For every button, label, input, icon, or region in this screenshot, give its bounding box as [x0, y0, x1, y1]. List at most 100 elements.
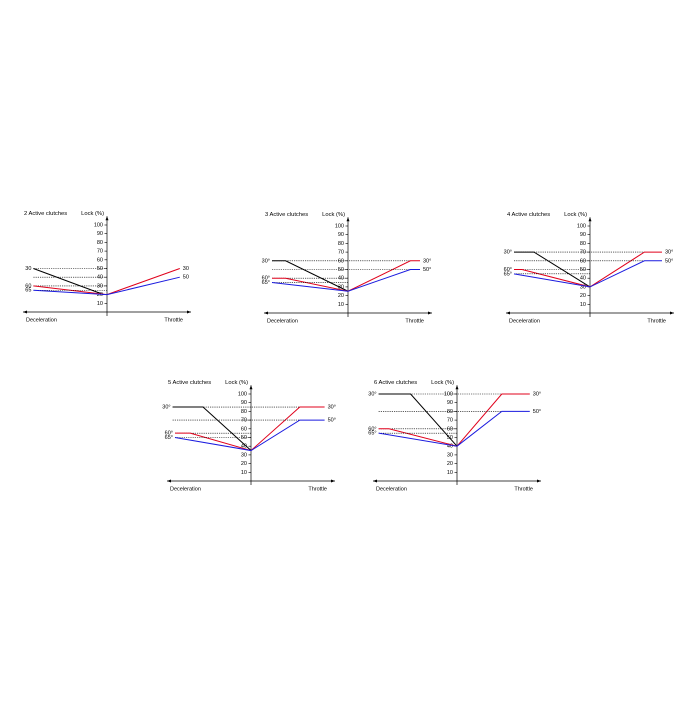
y-tick-label: 100: [335, 223, 344, 229]
y-tick-label: 10: [338, 302, 344, 308]
y-tick-label: 70: [97, 249, 103, 255]
chart: 2 Active clutches Lock (%) Deceleration Thr…: [23, 211, 191, 323]
chart-title: 4 Active clutches: [507, 212, 550, 218]
y-tick-label: 80: [580, 241, 586, 247]
x-axis-label: Deceleration: [26, 317, 57, 323]
x-axis-label: Deceleration: [170, 486, 201, 492]
y-tick-label: 60: [97, 257, 103, 263]
y-tick-label: 90: [580, 232, 586, 238]
series-line: [513, 260, 662, 288]
y-axis-arrow: [105, 216, 109, 221]
chart: 6 Active clutches Lock (%) Deceleration Thr…: [368, 380, 541, 493]
y-tick-label: 60: [580, 258, 586, 264]
y-tick-label: 20: [338, 293, 344, 299]
series-label: 30°: [162, 405, 170, 411]
x-axis-label: Deceleration: [267, 318, 298, 324]
y-tick-label: 90: [447, 400, 453, 406]
chart-title: 2 Active clutches: [24, 211, 67, 217]
y-axis-label: Lock (%): [564, 212, 587, 218]
y-tick-label: 60: [338, 258, 344, 264]
series-label: 65°: [504, 271, 512, 277]
series-line: [33, 276, 180, 296]
series-label: 50°: [665, 258, 673, 264]
y-tick-label: 70: [447, 418, 453, 424]
x-axis-label: Deceleration: [376, 486, 407, 492]
series-label: 65°: [262, 280, 270, 286]
x-axis-label: Throttle: [164, 317, 183, 323]
series-line: [33, 268, 104, 296]
y-axis-arrow: [455, 385, 459, 390]
y-tick-label: 50: [580, 267, 586, 273]
y-tick-label: 40: [97, 275, 103, 281]
y-tick-label: 60: [447, 426, 453, 432]
y-tick-label: 30: [241, 452, 247, 458]
series-label: 30°: [262, 258, 270, 264]
y-tick-label: 70: [338, 250, 344, 256]
series-label: 50°: [423, 267, 431, 273]
y-axis-label: Lock (%): [225, 380, 248, 386]
series-line: [174, 419, 325, 452]
y-tick-label: 100: [577, 223, 586, 229]
series-line: [378, 393, 458, 447]
y-tick-label: 20: [241, 461, 247, 467]
x-axis-label: Throttle: [308, 486, 327, 492]
series-label: 65°: [165, 435, 173, 441]
y-tick-label: 50: [338, 267, 344, 273]
series-label: 30: [183, 266, 189, 272]
y-tick-label: 80: [241, 409, 247, 415]
y-axis-arrow: [249, 385, 253, 390]
series-label: 30: [25, 266, 31, 272]
series-label: 65: [25, 288, 31, 294]
chart-title: 6 Active clutches: [374, 380, 417, 386]
y-tick-label: 40: [580, 276, 586, 282]
series-label: 30°: [423, 258, 431, 264]
y-tick-label: 100: [94, 222, 103, 228]
y-tick-label: 30: [97, 283, 103, 289]
y-tick-label: 90: [97, 231, 103, 237]
y-tick-label: 30: [580, 284, 586, 290]
y-tick-label: 10: [580, 302, 586, 308]
series-label: 65°: [368, 431, 376, 437]
y-tick-label: 70: [580, 250, 586, 256]
series-label: 50°: [533, 409, 541, 415]
y-tick-label: 80: [447, 409, 453, 415]
chart-title: 5 Active clutches: [168, 380, 211, 386]
y-tick-label: 50: [241, 435, 247, 441]
y-tick-label: 10: [241, 470, 247, 476]
y-tick-label: 40: [241, 444, 247, 450]
series-line: [271, 269, 420, 292]
series-label: 60°: [504, 267, 512, 273]
y-axis-label: Lock (%): [431, 380, 454, 386]
series-label: 60: [25, 283, 31, 289]
y-tick-label: 10: [97, 301, 103, 307]
y-tick-label: 80: [338, 241, 344, 247]
series-line: [378, 393, 530, 447]
y-tick-label: 60: [241, 426, 247, 432]
y-tick-label: 100: [238, 391, 247, 397]
series-label: 50: [183, 275, 189, 281]
y-tick-label: 20: [447, 461, 453, 467]
series-label: 30°: [665, 250, 673, 256]
y-tick-label: 80: [97, 240, 103, 246]
y-tick-label: 20: [97, 292, 103, 298]
series-label: 60°: [262, 276, 270, 282]
series-label: 60°: [165, 431, 173, 437]
chart-title: 3 Active clutches: [265, 212, 308, 218]
chart: 5 Active clutches Lock (%) Deceleration Thr…: [162, 380, 336, 493]
x-axis-label: Throttle: [514, 486, 533, 492]
y-tick-label: 30: [447, 452, 453, 458]
y-axis-arrow: [588, 217, 592, 222]
x-axis-label: Throttle: [647, 318, 666, 324]
series-label: 60°: [368, 426, 376, 432]
y-axis-label: Lock (%): [81, 211, 104, 217]
y-tick-label: 50: [97, 266, 103, 272]
series-line: [378, 410, 530, 447]
y-tick-label: 20: [580, 293, 586, 299]
y-tick-label: 100: [444, 391, 453, 397]
x-axis-label: Throttle: [405, 318, 424, 324]
y-tick-label: 40: [447, 444, 453, 450]
series-label: 30°: [504, 250, 512, 256]
series-label: 30°: [533, 391, 541, 397]
